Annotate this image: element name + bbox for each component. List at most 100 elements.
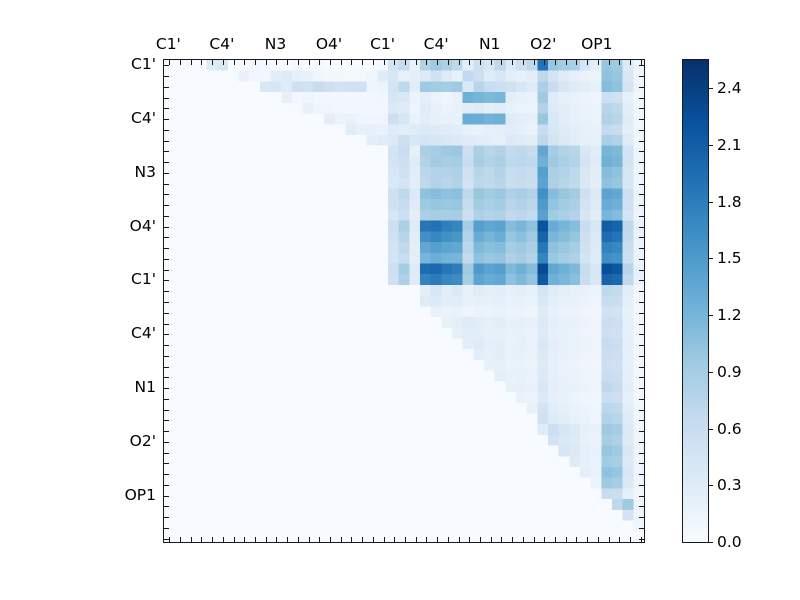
x-tick-top-8 — [255, 60, 257, 65]
x-tick-bot-13 — [308, 537, 310, 542]
x-tick-bot-40 — [597, 537, 599, 542]
x-tick-bot-12 — [297, 537, 299, 542]
x-tick-bot-31 — [501, 537, 503, 542]
y-tick-left-31 — [164, 398, 169, 400]
x-tick-top-44 — [640, 60, 642, 65]
y-tick-left-18 — [164, 258, 169, 260]
x-tick-top-25 — [437, 60, 439, 65]
x-tick-top-37 — [565, 60, 567, 65]
colorbar-tick-7 — [708, 145, 713, 147]
x-axis-label-8: OP1 — [581, 35, 613, 53]
y-tick-left-30 — [164, 388, 169, 390]
colorbar-label-0: 0.0 — [717, 533, 742, 551]
y-tick-left-28 — [164, 366, 169, 368]
y-axis-label-2: N3 — [134, 162, 156, 181]
y-tick-left-3 — [164, 97, 169, 99]
x-tick-top-10 — [276, 60, 278, 65]
x-axis-label-7: O2' — [530, 35, 557, 53]
y-tick-right-1 — [639, 76, 644, 78]
x-tick-top-33 — [522, 60, 524, 65]
x-tick-bot-21 — [394, 537, 396, 542]
y-tick-left-16 — [164, 237, 169, 239]
x-tick-top-19 — [372, 60, 374, 65]
x-tick-top-17 — [351, 60, 353, 65]
y-tick-right-17 — [639, 248, 644, 250]
y-axis-label-7: O2' — [129, 431, 156, 450]
x-tick-bot-43 — [629, 537, 631, 542]
x-tick-top-11 — [287, 60, 289, 65]
x-tick-bot-11 — [287, 537, 289, 542]
x-tick-top-41 — [608, 60, 610, 65]
y-tick-left-17 — [164, 248, 169, 250]
y-tick-right-29 — [639, 377, 644, 379]
y-tick-right-10 — [639, 172, 644, 174]
y-tick-right-20 — [639, 280, 644, 282]
x-tick-top-35 — [544, 60, 546, 65]
heatmap-axes[interactable] — [163, 59, 645, 543]
y-tick-left-36 — [164, 452, 169, 454]
colorbar-tick-4 — [708, 315, 713, 317]
colorbar-tick-0 — [708, 542, 713, 543]
x-tick-bot-39 — [587, 537, 589, 542]
y-tick-right-22 — [639, 302, 644, 303]
colorbar[interactable]: 0.0 0.3 0.6 0.9 1.2 1.5 1.8 2.1 2.4 — [682, 59, 742, 551]
y-tick-right-0 — [639, 65, 644, 67]
x-tick-top-30 — [490, 60, 492, 65]
colorbar-label-3: 0.9 — [717, 362, 742, 381]
x-tick-bot-30 — [490, 537, 492, 542]
y-tick-right-31 — [639, 398, 644, 400]
y-tick-right-5 — [639, 119, 644, 121]
y-tick-left-42 — [164, 517, 169, 519]
colorbar-tick-5 — [708, 258, 713, 260]
x-tick-bot-7 — [244, 537, 246, 542]
y-tick-right-3 — [639, 97, 644, 99]
y-tick-right-35 — [639, 441, 644, 443]
x-tick-top-12 — [297, 60, 299, 65]
x-tick-top-20 — [383, 60, 385, 65]
x-tick-bot-32 — [512, 537, 514, 542]
x-tick-bot-33 — [522, 537, 524, 542]
y-axis-label-5: C4' — [131, 324, 156, 343]
colorbar-tick-1 — [708, 485, 713, 487]
x-tick-bot-17 — [351, 537, 353, 542]
y-tick-left-6 — [164, 129, 169, 131]
y-tick-right-4 — [639, 108, 644, 110]
x-tick-bot-2 — [190, 537, 192, 542]
y-tick-left-15 — [164, 226, 169, 228]
y-tick-right-8 — [639, 151, 644, 153]
y-tick-right-15 — [639, 226, 644, 228]
x-tick-bot-23 — [415, 537, 417, 542]
x-tick-top-22 — [405, 60, 406, 65]
y-tick-right-19 — [639, 269, 644, 271]
y-tick-left-34 — [164, 431, 169, 433]
y-axis-label-1: C4' — [131, 109, 156, 128]
y-tick-right-44 — [639, 538, 644, 540]
y-tick-left-19 — [164, 269, 169, 271]
x-tick-top-3 — [201, 60, 203, 65]
x-axis-label-2: N3 — [264, 35, 287, 53]
y-tick-right-26 — [639, 345, 644, 347]
y-tick-right-6 — [639, 129, 644, 131]
x-tick-bot-20 — [383, 537, 385, 542]
x-tick-bot-22 — [405, 537, 406, 542]
y-tick-right-13 — [639, 205, 644, 207]
x-axis-label-0: C1' — [155, 35, 181, 53]
y-tick-right-18 — [639, 258, 644, 260]
y-tick-left-24 — [164, 323, 169, 325]
y-tick-right-27 — [639, 355, 644, 357]
y-tick-left-26 — [164, 345, 169, 347]
y-axis-label-3: O4' — [129, 216, 156, 235]
y-tick-left-0 — [164, 65, 169, 67]
x-tick-bot-10 — [276, 537, 278, 542]
x-tick-top-24 — [426, 60, 428, 65]
x-tick-top-42 — [619, 60, 621, 65]
colorbar-label-6: 1.8 — [717, 192, 742, 211]
y-tick-left-5 — [164, 119, 169, 121]
y-tick-left-41 — [164, 506, 169, 508]
x-tick-bot-15 — [330, 537, 332, 542]
y-tick-right-7 — [639, 140, 644, 142]
y-tick-left-38 — [164, 474, 169, 476]
y-tick-left-44 — [164, 538, 169, 540]
y-tick-right-23 — [639, 312, 644, 314]
